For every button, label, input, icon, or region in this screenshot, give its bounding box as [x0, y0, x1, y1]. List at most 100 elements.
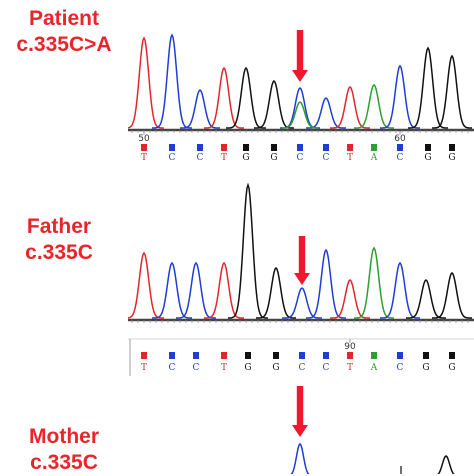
patient-name: Patient: [28, 7, 99, 30]
father-peak-G: [431, 271, 473, 319]
father-base-square-C: [193, 352, 199, 359]
patient-secondary-peak-A: [281, 101, 319, 129]
father-base-square-G: [423, 352, 429, 359]
father-peak-C: [379, 261, 421, 319]
father-base-frame: [128, 338, 474, 376]
patient-base-square-G: [271, 144, 277, 151]
patient-base-square-G: [425, 144, 431, 151]
patient-peak-C: [279, 86, 321, 129]
mother-variant: c.335C: [30, 451, 98, 474]
patient-base-letter: A: [370, 153, 378, 163]
father-peak-T: [203, 261, 245, 319]
father-axis: [128, 318, 474, 323]
patient-base-letter: T: [141, 153, 147, 163]
father-peak-G: [227, 182, 269, 319]
patient-base-square-C: [169, 144, 175, 151]
father-base-letter: T: [221, 363, 227, 373]
father-peak-G: [255, 266, 297, 319]
father-peak-T: [127, 251, 164, 319]
father-base-square-G: [449, 352, 455, 359]
patient-base-square-G: [449, 144, 455, 151]
patient-base-letter: G: [424, 153, 431, 163]
patient-peak-G: [225, 66, 267, 129]
patient-peak-C: [179, 88, 221, 129]
patient-variant: c.335C>A: [16, 33, 112, 56]
patient-base-square-T: [347, 144, 353, 151]
patient-base-letter: C: [169, 153, 176, 163]
patient-peak-T: [203, 66, 245, 129]
father-base-square-G: [245, 352, 251, 359]
patient-base-square-A: [371, 144, 377, 151]
patient-peak-A: [353, 83, 395, 129]
patient-arrow-shape: [292, 30, 308, 82]
father-base-letter: C: [397, 363, 404, 373]
patient-peak-G: [253, 79, 295, 129]
father-base-square-C: [299, 352, 305, 359]
father-base-square-T: [347, 352, 353, 359]
father-base-square-A: [371, 352, 377, 359]
patient-label: Patient c.335C>A: [0, 6, 128, 58]
patient-base-square-C: [297, 144, 303, 151]
father-name: Father: [26, 215, 92, 238]
father-base-square-C: [323, 352, 329, 359]
mother-variant-arrow: [292, 386, 308, 437]
father-variant-arrow: [294, 236, 310, 285]
father-peak-A: [354, 246, 394, 319]
patient-base-letter: C: [397, 153, 404, 163]
mother-arrow-shape: [292, 386, 308, 437]
patient-base-letter: G: [270, 153, 277, 163]
father-base-square-T: [221, 352, 227, 359]
father-base-letter: G: [272, 363, 279, 373]
mother-peak-G: [437, 455, 455, 474]
patient-peak-G: [432, 54, 472, 129]
mother-peak-C: [290, 442, 310, 474]
patient-base-square-C: [323, 144, 329, 151]
father-base-letter: G: [422, 363, 429, 373]
father-peak-C: [306, 248, 346, 319]
patient-variant-arrow: [292, 30, 308, 82]
patient-base-letter: T: [221, 153, 227, 163]
mother-traces: [290, 442, 455, 474]
father-base-letter: C: [169, 363, 176, 373]
patient-base-square-T: [221, 144, 227, 151]
father-base-square-C: [397, 352, 403, 359]
father-peak-C: [175, 261, 217, 319]
father-label: Father c.335C: [0, 214, 118, 266]
patient-base-letter: T: [347, 153, 353, 163]
father-base-letter: A: [370, 363, 378, 373]
patient-base-letter: C: [323, 153, 330, 163]
father-base-square-T: [141, 352, 147, 359]
father-base-letter: C: [193, 363, 200, 373]
father-position-label: 90: [344, 342, 356, 352]
father-peak-T: [329, 278, 371, 319]
patient-peak-C: [151, 33, 193, 129]
patient-base-letter: G: [448, 153, 455, 163]
father-peak-C: [151, 261, 193, 319]
father-base-square-C: [169, 352, 175, 359]
patient-base-square-C: [397, 144, 403, 151]
patient-base-square-C: [197, 144, 203, 151]
patient-peak-G: [407, 46, 449, 129]
patient-base-square-G: [243, 144, 249, 151]
patient-traces: [127, 33, 472, 129]
father-base-letter: T: [347, 363, 353, 373]
father-base-letter: G: [448, 363, 455, 373]
father-peak-C: [281, 287, 323, 319]
father-traces: [127, 182, 473, 319]
patient-axis: [128, 128, 474, 133]
father-base-letter: G: [244, 363, 251, 373]
patient-peak-T: [127, 36, 165, 129]
patient-peak-C: [379, 64, 421, 129]
patient-base-letter: G: [242, 153, 249, 163]
mother-name: Mother: [29, 425, 99, 448]
patient-position-label: 50: [138, 134, 150, 144]
patient-base-square-T: [141, 144, 147, 151]
mother-label: Mother c.335C: [0, 424, 128, 476]
father-variant: c.335C: [25, 241, 93, 264]
father-base-calls: T C C T G G C C T A C G G 90: [141, 339, 456, 373]
father-base-square-G: [273, 352, 279, 359]
patient-base-calls: T C C T G G C C T A C G G 50 60: [138, 131, 456, 163]
father-base-letter: C: [323, 363, 330, 373]
father-base-letter: T: [141, 363, 147, 373]
